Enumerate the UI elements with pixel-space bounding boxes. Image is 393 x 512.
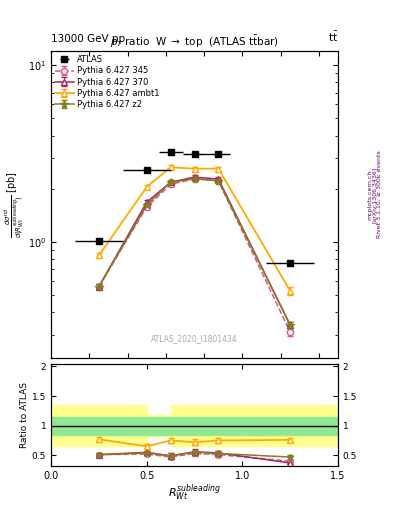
Y-axis label: $\frac{d\sigma^{nd}}{d(R_{Wt}^{subleading})}$ [pb]: $\frac{d\sigma^{nd}}{d(R_{Wt}^{subleadin…: [3, 172, 26, 238]
Y-axis label: Ratio to ATLAS: Ratio to ATLAS: [20, 382, 29, 447]
Bar: [51, 417, 338, 435]
Text: Rivet 3.1.10, ≥ 300k events: Rivet 3.1.10, ≥ 300k events: [377, 151, 382, 239]
Text: ATLAS_2020_I1801434: ATLAS_2020_I1801434: [151, 334, 238, 343]
X-axis label: $R_{Wt}^{subleading}$: $R_{Wt}^{subleading}$: [168, 482, 221, 503]
Text: mcplots.cern.ch: mcplots.cern.ch: [367, 169, 372, 220]
Text: 13000 GeV pp: 13000 GeV pp: [51, 33, 125, 44]
Legend: ATLAS, Pythia 6.427 345, Pythia 6.427 370, Pythia 6.427 ambt1, Pythia 6.427 z2: ATLAS, Pythia 6.427 345, Pythia 6.427 37…: [53, 54, 161, 111]
Text: t$\mathregular{\bar{t}}$: t$\mathregular{\bar{t}}$: [328, 29, 338, 44]
Title: $p_T$ ratio  W $\rightarrow$ top  (ATLAS t$\mathregular{\bar{t}}$bar): $p_T$ ratio W $\rightarrow$ top (ATLAS t…: [110, 33, 279, 50]
Text: [arXiv:1306.3436]: [arXiv:1306.3436]: [372, 166, 376, 223]
